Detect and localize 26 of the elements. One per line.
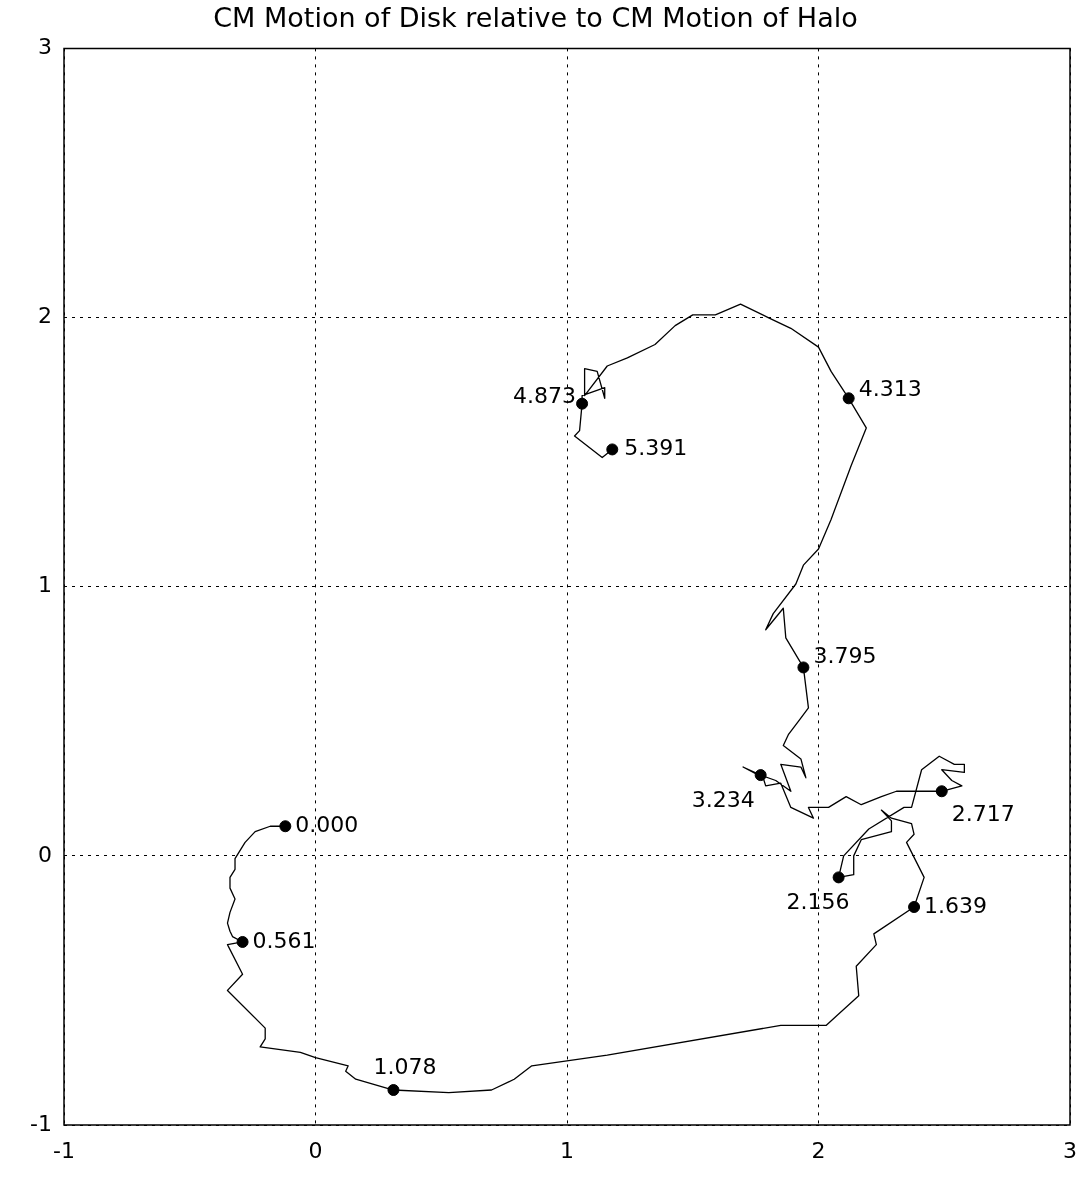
x-tick-label: 0 (308, 1137, 323, 1163)
annotation: 3.795 (813, 643, 877, 669)
annotation: 5.391 (624, 435, 688, 461)
annotation: 4.873 (513, 383, 577, 409)
x-tick-label: 2 (811, 1137, 826, 1163)
annotation: 0.561 (252, 927, 316, 953)
y-tick-label: 2 (38, 303, 52, 329)
x-tick-label: 1 (560, 1137, 574, 1163)
annotation: 2.156 (786, 889, 850, 915)
annotation: 4.313 (858, 376, 922, 402)
y-tick-label: 0 (38, 841, 52, 867)
annotation: 3.234 (691, 786, 755, 812)
y-tick-label: 3 (38, 34, 52, 60)
point (935, 785, 948, 798)
x-tick-label: 3 (1063, 1137, 1077, 1163)
y-tick-label: 1 (38, 572, 52, 598)
annotation: 1.078 (373, 1053, 437, 1079)
point (908, 900, 921, 913)
annotation: 2.717 (951, 800, 1015, 826)
chart-title: CM Motion of Disk relative to CM Motion of Halo (213, 2, 858, 34)
annotation: 1.639 (924, 892, 988, 918)
annotation: 0.000 (295, 811, 359, 837)
point (832, 871, 845, 884)
point (606, 443, 619, 456)
y-tick-label: -1 (30, 1110, 52, 1136)
point (279, 820, 292, 833)
